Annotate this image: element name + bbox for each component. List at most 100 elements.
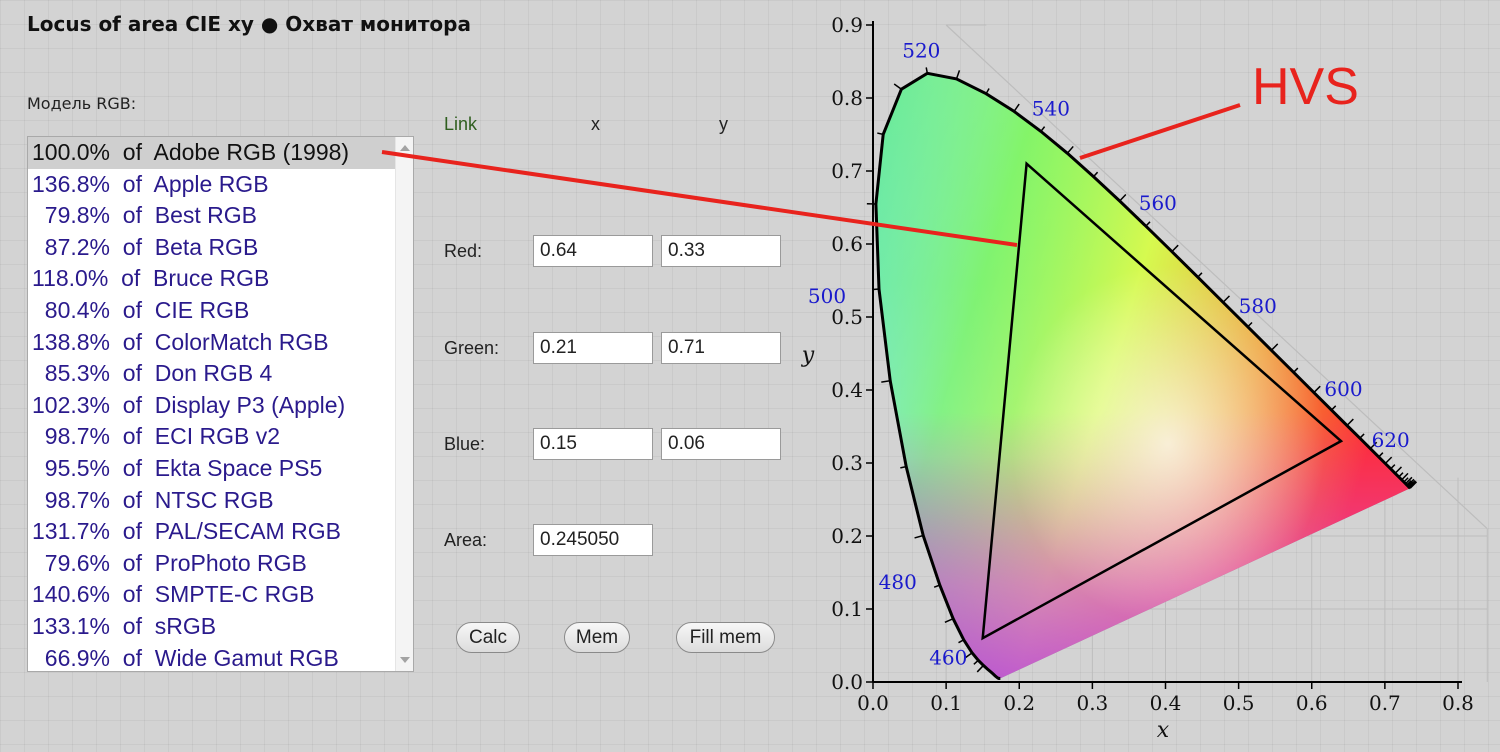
wavelength-label: 620 <box>1372 428 1410 452</box>
wavelength-label: 540 <box>1032 96 1070 120</box>
wavelength-label: 460 <box>929 645 967 669</box>
wavelength-tick <box>1247 322 1253 328</box>
wavelength-tick <box>1293 367 1299 373</box>
y-tick-label: 0.4 <box>831 378 863 402</box>
y-tick-label: 0.2 <box>831 524 863 548</box>
list-item[interactable]: 79.6% of ProPhoto RGB <box>32 549 307 576</box>
wavelength-tick <box>985 88 990 95</box>
blue-x-input[interactable] <box>533 428 653 460</box>
wavelength-tick <box>933 584 941 588</box>
rgb-model-listbox[interactable]: 100.0% of Adobe RGB (1998) 136.8% of Appl… <box>27 136 414 672</box>
list-item[interactable]: 118.0% of Bruce RGB <box>32 265 270 292</box>
blue-y-input[interactable] <box>661 428 781 460</box>
wavelength-tick <box>1394 466 1403 474</box>
list-item[interactable]: 133.1% of sRGB <box>32 612 217 639</box>
wavelength-label: 480 <box>879 570 917 594</box>
annotation-line-adobe <box>381 150 1018 247</box>
list-item[interactable]: 98.7% of NTSC RGB <box>32 486 274 513</box>
wavelength-tick <box>900 465 907 469</box>
list-item[interactable]: 140.6% of SMPTE-C RGB <box>32 581 315 608</box>
wavelength-tick <box>1406 480 1412 486</box>
wavelength-tick <box>877 132 884 136</box>
wavelength-tick <box>1378 452 1384 458</box>
x-tick-label: 0.1 <box>930 691 962 715</box>
wavelength-label: 520 <box>902 38 940 62</box>
wavelength-tick <box>1313 385 1321 394</box>
listbox-scrollbar[interactable] <box>395 137 413 671</box>
red-y-input[interactable] <box>661 235 781 267</box>
green-x-input[interactable] <box>533 332 653 364</box>
green-label: Green: <box>444 338 500 358</box>
blue-label: Blue: <box>444 434 486 454</box>
wavelength-tick <box>1040 126 1046 132</box>
wavelength-tick <box>1092 171 1099 178</box>
link-header[interactable]: Link <box>444 114 478 134</box>
area-label: Area: <box>444 530 488 550</box>
wavelength-tick <box>1390 464 1396 470</box>
wavelength-tick <box>955 70 961 80</box>
wavelength-tick <box>1405 476 1413 485</box>
wavelength-tick <box>958 639 965 644</box>
area-field[interactable] <box>533 524 653 556</box>
x-column-header: x <box>591 114 600 134</box>
list-item[interactable]: 79.8% of Best RGB <box>32 202 257 229</box>
y-tick-label: 0.8 <box>831 86 863 110</box>
mem-button[interactable]: Mem <box>564 622 630 653</box>
wavelength-tick <box>976 664 984 673</box>
wavelength-tick <box>1013 103 1020 112</box>
wavelength-label: 580 <box>1239 294 1277 318</box>
wavelength-tick <box>1330 405 1337 411</box>
y-axis-label: y <box>801 343 815 368</box>
wavelength-tick <box>1119 193 1127 202</box>
wavelength-tick <box>1401 472 1409 481</box>
wavelength-tick <box>1398 472 1404 478</box>
wavelength-tick <box>1407 478 1415 487</box>
list-item[interactable]: 100.0% of Adobe RGB (1998) <box>28 137 395 169</box>
wavelength-tick <box>925 67 929 74</box>
list-item[interactable]: 87.2% of Beta RGB <box>32 233 259 260</box>
list-item[interactable]: 136.8% of Apple RGB <box>32 170 269 197</box>
wavelength-label: 500 <box>808 284 846 308</box>
wavelength-tick <box>944 617 954 623</box>
wavelength-ticks <box>866 67 1418 673</box>
list-item[interactable]: 102.3% of Display P3 (Apple) <box>32 391 346 418</box>
spectral-locus-line <box>874 71 1412 680</box>
list-item[interactable]: 85.3% of Don RGB 4 <box>32 360 273 387</box>
y-tick-label: 0.6 <box>831 232 863 256</box>
x-tick-label: 0.4 <box>1150 691 1182 715</box>
list-item[interactable]: 80.4% of CIE RGB <box>32 296 250 323</box>
y-column-header: y <box>719 114 728 134</box>
x-tick-label: 0.6 <box>1296 691 1328 715</box>
list-item[interactable]: 95.5% of Ekta Space PS5 <box>32 454 323 481</box>
x-tick-label: 0.2 <box>1003 691 1035 715</box>
wavelength-tick <box>1145 221 1151 227</box>
wavelength-tick <box>1270 343 1279 351</box>
list-item[interactable]: 138.8% of ColorMatch RGB <box>32 328 329 355</box>
wavelength-tick <box>1222 295 1230 303</box>
red-x-input[interactable] <box>533 235 653 267</box>
wavelength-tick <box>1403 477 1409 483</box>
list-item[interactable]: 66.9% of Wide Gamut RGB <box>32 644 339 671</box>
y-tick-label: 0.1 <box>831 597 863 621</box>
x-tick-label: 0.7 <box>1369 691 1401 715</box>
rgb-model-label: Модель RGB: <box>27 94 137 113</box>
green-y-input[interactable] <box>661 332 781 364</box>
list-item[interactable]: 98.7% of ECI RGB v2 <box>32 423 280 450</box>
wavelength-tick <box>1346 418 1354 427</box>
y-tick-label: 0.5 <box>831 305 863 329</box>
scroll-down-icon[interactable] <box>400 657 410 663</box>
scroll-up-icon[interactable] <box>400 145 410 151</box>
y-tick-label: 0.3 <box>831 451 863 475</box>
calc-button[interactable]: Calc <box>456 622 520 653</box>
y-tick-label: 0.0 <box>831 670 863 694</box>
wavelength-label: 560 <box>1139 191 1177 215</box>
x-tick-label: 0.8 <box>1442 691 1474 715</box>
x-tick-label: 0.5 <box>1223 691 1255 715</box>
list-item[interactable]: 131.7% of PAL/SECAM RGB <box>32 518 341 545</box>
x-tick-label: 0.3 <box>1076 691 1108 715</box>
wavelength-tick <box>1359 433 1365 439</box>
chart-labels: 0.0 0.1 0.2 0.3 0.4 0.5 0.6 0.7 0.8 0.0 0.1 0.2 0.3 0… <box>801 13 1474 743</box>
fill-mem-button[interactable]: Fill mem <box>676 622 775 653</box>
grid-line <box>945 24 1488 530</box>
rgb-model-list: 100.0% of Adobe RGB (1998) 136.8% of Appl… <box>28 137 395 671</box>
